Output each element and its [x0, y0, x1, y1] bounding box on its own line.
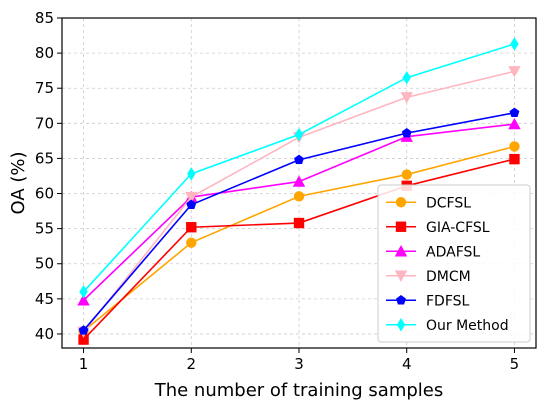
legend-item: Our Method — [386, 318, 509, 334]
data-point — [509, 153, 520, 165]
data-point — [400, 92, 413, 104]
series-fdfsl — [78, 107, 520, 335]
legend-label: ADAFSL — [426, 244, 480, 260]
legend-label: GIA-CFSL — [426, 220, 490, 236]
data-point — [186, 199, 197, 209]
legend-marker — [394, 245, 408, 257]
legend-label: DCFSL — [426, 195, 471, 211]
y-tick-label: 60 — [35, 185, 54, 203]
x-axis-label: The number of training samples — [154, 380, 444, 401]
data-point — [401, 169, 412, 180]
data-point — [293, 191, 305, 202]
legend-item: DMCM — [386, 269, 471, 285]
data-point — [78, 325, 89, 335]
data-point — [508, 117, 521, 130]
data-point — [509, 107, 520, 117]
data-point — [294, 127, 304, 142]
x-tick-label: 2 — [186, 355, 196, 373]
data-point — [509, 141, 520, 152]
legend-label: Our Method — [426, 318, 509, 334]
data-point — [187, 167, 196, 181]
y-axis-label: OA (%) — [8, 151, 29, 214]
data-point — [186, 222, 197, 233]
y-tick-label: 55 — [35, 220, 54, 238]
data-point — [510, 37, 519, 51]
legend-item: DCFSL — [386, 195, 471, 211]
legend-label: DMCM — [426, 269, 471, 285]
series-our-method — [79, 37, 519, 299]
legend-marker — [396, 318, 406, 332]
data-point — [294, 154, 304, 165]
series-adafsl — [77, 117, 521, 306]
data-point — [508, 66, 521, 78]
data-point — [78, 334, 89, 345]
legend-item: GIA-CFSL — [386, 220, 490, 236]
legend-item: FDFSL — [386, 293, 470, 309]
x-tick-label: 1 — [79, 355, 89, 373]
x-tick-label: 4 — [402, 355, 412, 373]
legend-marker — [394, 270, 408, 282]
data-point — [402, 70, 411, 85]
x-tick-label: 3 — [294, 355, 304, 373]
data-point — [293, 217, 305, 229]
data-point — [77, 294, 90, 306]
y-tick-label: 75 — [35, 79, 54, 97]
legend-marker — [396, 295, 406, 305]
x-tick-label: 5 — [510, 355, 520, 373]
y-tick-label: 40 — [35, 325, 54, 343]
legend-marker — [395, 197, 407, 208]
legend: DCFSL GIA-CFSL ADAFSL DMCM FDFSL Our Method — [377, 184, 531, 343]
data-point — [185, 191, 198, 204]
y-tick-label: 50 — [35, 255, 54, 273]
y-tick-label: 80 — [35, 44, 54, 62]
y-tick-label: 45 — [35, 290, 54, 308]
data-point — [79, 285, 88, 299]
y-tick-label: 65 — [35, 149, 54, 167]
legend-box — [377, 184, 531, 343]
legend-marker — [395, 221, 407, 232]
data-point — [292, 175, 306, 187]
legend-label: FDFSL — [426, 293, 470, 309]
legend-item: ADAFSL — [386, 244, 480, 260]
data-point — [186, 237, 197, 248]
data-point — [401, 127, 412, 138]
y-tick-label: 85 — [35, 9, 54, 27]
y-tick-label: 70 — [35, 114, 54, 132]
